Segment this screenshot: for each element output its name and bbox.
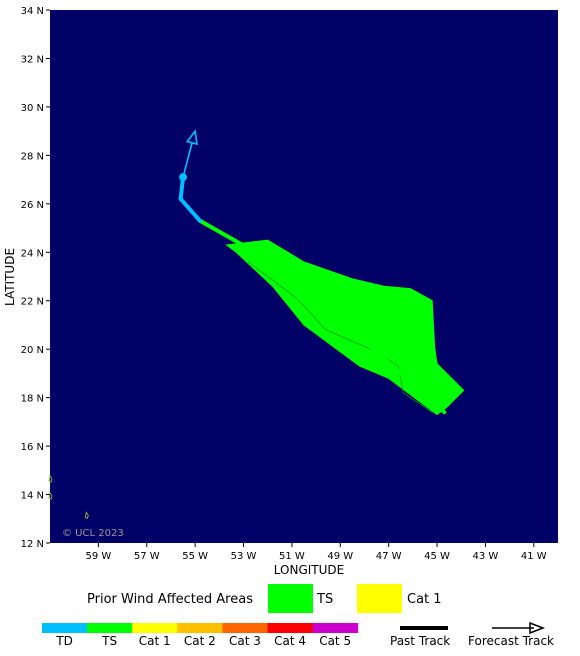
scale-swatch-cat3 xyxy=(222,623,268,633)
x-axis-ticks: 59 W 57 W 55 W 53 W 51 W 49 W 47 W 45 W 43 W 41 W xyxy=(85,543,547,562)
x-tick-label: 53 W xyxy=(231,551,257,562)
y-tick-label: 14 N xyxy=(21,491,44,502)
x-axis-title: LONGITUDE xyxy=(274,563,344,577)
y-tick-label: 12 N xyxy=(21,539,44,550)
y-axis-ticks: 12 N 14 N 16 N 18 N 20 N 22 N 24 N 26 N 28 N 30 N… xyxy=(21,6,50,550)
scale-swatch-td xyxy=(42,623,88,633)
scale-label: Cat 1 xyxy=(139,634,171,648)
past-track-segment xyxy=(302,284,355,332)
y-tick-label: 30 N xyxy=(21,103,44,114)
current-position-marker xyxy=(179,173,188,182)
x-tick-label: 57 W xyxy=(134,551,160,562)
island-outline xyxy=(48,491,53,500)
x-tick-label: 51 W xyxy=(279,551,305,562)
x-tick-label: 41 W xyxy=(521,551,547,562)
track-legend: Past Track Forecast Track xyxy=(390,621,554,648)
scale-label: TS xyxy=(101,634,117,648)
track-layer xyxy=(178,129,447,415)
y-axis-title: LATITUDE xyxy=(3,248,17,306)
forecast-arrow-icon xyxy=(529,621,546,635)
y-tick-label: 22 N xyxy=(21,297,44,308)
x-tick-label: 55 W xyxy=(182,551,208,562)
scale-swatch-cat5 xyxy=(312,623,359,633)
island-outline xyxy=(84,511,89,520)
legend-swatch-cat1 xyxy=(357,584,402,613)
past-track-segment xyxy=(350,327,403,376)
scale-swatch-cat1 xyxy=(132,623,178,633)
island-layer xyxy=(48,474,89,520)
prior-wind-legend: Prior Wind Affected Areas TS Cat 1 xyxy=(87,584,442,613)
past-track-label: Past Track xyxy=(390,634,450,648)
x-tick-label: 49 W xyxy=(327,551,353,562)
scale-label: TD xyxy=(55,634,73,648)
scale-label: Cat 2 xyxy=(184,634,216,648)
legend-label-ts: TS xyxy=(316,592,333,607)
y-tick-label: 20 N xyxy=(21,345,44,356)
past-track-segment xyxy=(197,218,258,255)
past-track-segment xyxy=(253,250,306,289)
copyright-text: © UCL 2023 xyxy=(62,528,124,539)
scale-swatch-cat2 xyxy=(177,623,223,633)
scale-swatch-ts xyxy=(87,623,133,633)
scale-label: Cat 3 xyxy=(229,634,261,648)
ts-wind-area xyxy=(225,239,465,416)
y-tick-label: 18 N xyxy=(21,394,44,405)
scale-label: Cat 5 xyxy=(319,634,351,648)
forecast-arrowhead-icon xyxy=(185,129,198,146)
y-tick-label: 34 N xyxy=(21,6,44,17)
legend-label-cat1: Cat 1 xyxy=(407,592,442,607)
forecast-track-label: Forecast Track xyxy=(468,634,554,648)
island-outline xyxy=(48,474,53,483)
y-tick-label: 32 N xyxy=(21,54,44,65)
x-tick-label: 59 W xyxy=(85,551,111,562)
x-tick-label: 45 W xyxy=(424,551,450,562)
legend-title: Prior Wind Affected Areas xyxy=(87,592,253,607)
x-tick-label: 47 W xyxy=(376,551,402,562)
intensity-scale: TD TS Cat 1 Cat 2 Cat 3 Cat 4 Cat 5 xyxy=(42,623,359,648)
y-tick-label: 28 N xyxy=(21,151,44,162)
past-track-segment xyxy=(178,196,202,223)
y-tick-label: 26 N xyxy=(21,200,44,211)
scale-swatch-cat4 xyxy=(267,623,314,633)
map-panel: © UCL 2023 xyxy=(48,10,558,543)
past-track-segment xyxy=(398,371,447,415)
legend-swatch-ts xyxy=(268,584,313,613)
y-tick-label: 16 N xyxy=(21,442,44,453)
scale-label: Cat 4 xyxy=(274,634,306,648)
x-tick-label: 43 W xyxy=(473,551,499,562)
y-tick-label: 24 N xyxy=(21,248,44,259)
